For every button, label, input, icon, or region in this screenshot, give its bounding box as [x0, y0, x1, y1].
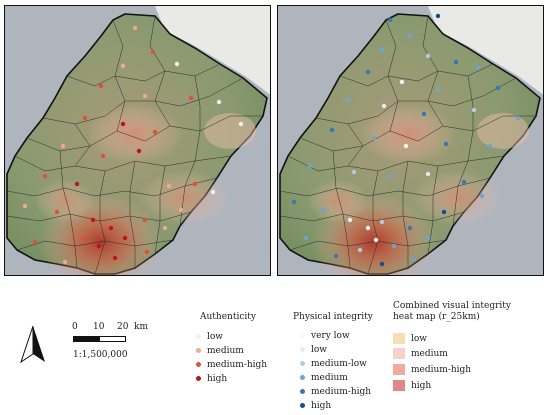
scale-tick-10: 10	[93, 322, 105, 332]
municipal-boundaries	[279, 15, 536, 275]
legend-swatch-medium	[393, 348, 405, 359]
legend-dot-low	[300, 347, 305, 352]
physical-integrity-legend-item: high	[300, 401, 331, 412]
authenticity-legend-item: medium-high	[196, 360, 267, 371]
heatmap-legend-title-line2: heat map (r_25km)	[393, 312, 480, 322]
heat-hotspot-central	[87, 104, 183, 164]
scale-ratio: 1:1,500,000	[73, 350, 128, 360]
authenticity-legend-item: low	[196, 332, 223, 343]
neighbour-land	[428, 6, 543, 95]
authenticity-points	[22, 25, 244, 265]
heatmap-legend-item: medium-high	[393, 364, 471, 376]
heatmap-legend-item: high	[393, 380, 431, 392]
heat-hotspot-central	[360, 104, 456, 164]
physical-integrity-legend-title: Physical integrity	[293, 312, 373, 322]
municipal-boundaries	[6, 15, 263, 275]
heatmap-legend-title-line1: Combined visual integrity	[393, 301, 511, 311]
physical-integrity-legend-item: very low	[300, 331, 350, 342]
legend-swatch-high	[393, 380, 405, 391]
heat-hotspot-west	[35, 179, 95, 223]
scale-unit: km	[134, 322, 148, 332]
scale-tick-20: 20	[117, 322, 129, 332]
heat-hotspot-east	[204, 113, 256, 149]
scale-bar-graphic	[73, 336, 126, 342]
heatmap-legend-item: low	[393, 333, 427, 345]
physical-integrity-map-canvas	[278, 6, 543, 275]
physical-integrity-legend-item: medium-low	[300, 359, 367, 370]
legend-dot-high	[196, 376, 201, 381]
physical-integrity-legend-item: low	[300, 345, 327, 356]
legend-dot-high	[300, 403, 305, 408]
legend-dot-medium	[300, 375, 305, 380]
physical-integrity-points	[291, 13, 521, 267]
north-arrow-icon	[20, 325, 45, 363]
legend-dot-medium-low	[300, 361, 305, 366]
heat-hotspot-coast	[412, 170, 504, 226]
legend-swatch-medium-high	[393, 364, 405, 375]
legend-dot-very-low	[300, 333, 305, 338]
authenticity-legend-title: Authenticity	[200, 312, 256, 322]
legend-swatch-low	[393, 333, 405, 344]
legend-dot-medium-high	[196, 362, 201, 367]
legend-dot-medium	[196, 348, 201, 353]
heat-hotspot-west	[308, 179, 368, 223]
legend-dot-medium-high	[300, 389, 305, 394]
authenticity-map-canvas	[5, 6, 270, 275]
heat-hotspot-coast	[139, 170, 231, 226]
scale-tick-0: 0	[72, 322, 78, 332]
heat-hotspot-east	[477, 113, 529, 149]
authenticity-legend-item: high	[196, 374, 227, 385]
physical-integrity-legend-item: medium-high	[300, 387, 371, 398]
physical-integrity-legend-item: medium	[300, 373, 348, 384]
authenticity-map[interactable]	[4, 5, 271, 276]
heatmap-legend-item: medium	[393, 348, 448, 360]
authenticity-legend-item: medium	[196, 346, 244, 357]
physical-integrity-map[interactable]	[277, 5, 544, 276]
legend-dot-low	[196, 334, 201, 339]
neighbour-land	[155, 6, 270, 95]
